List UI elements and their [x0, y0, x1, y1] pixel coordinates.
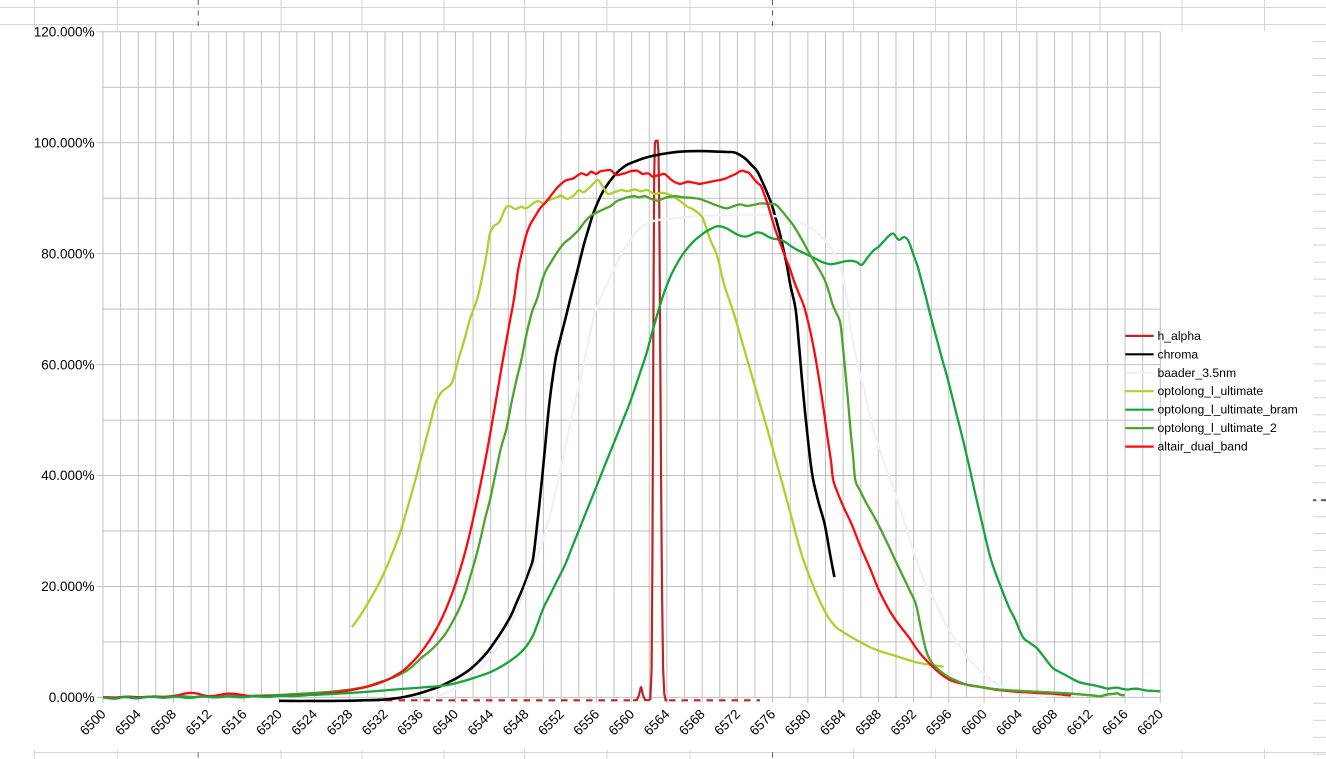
svg-text:optolong_l_ultimate_2: optolong_l_ultimate_2 — [1158, 421, 1277, 435]
svg-text:baader_3.5nm: baader_3.5nm — [1158, 366, 1237, 380]
svg-text:optolong_l_ultimate: optolong_l_ultimate — [1158, 384, 1264, 398]
svg-text:60.000%: 60.000% — [41, 357, 94, 372]
svg-text:120.000%: 120.000% — [34, 25, 95, 40]
svg-text:0.000%: 0.000% — [49, 690, 95, 705]
svg-text:20.000%: 20.000% — [41, 579, 94, 594]
svg-text:chroma: chroma — [1158, 347, 1199, 361]
svg-text:h_alpha: h_alpha — [1158, 329, 1202, 343]
svg-text:80.000%: 80.000% — [41, 246, 94, 261]
svg-text:100.000%: 100.000% — [34, 135, 95, 150]
svg-text:altair_dual_band: altair_dual_band — [1158, 440, 1248, 454]
svg-text:optolong_l_ultimate_bram: optolong_l_ultimate_bram — [1158, 403, 1298, 417]
svg-text:40.000%: 40.000% — [41, 468, 94, 483]
